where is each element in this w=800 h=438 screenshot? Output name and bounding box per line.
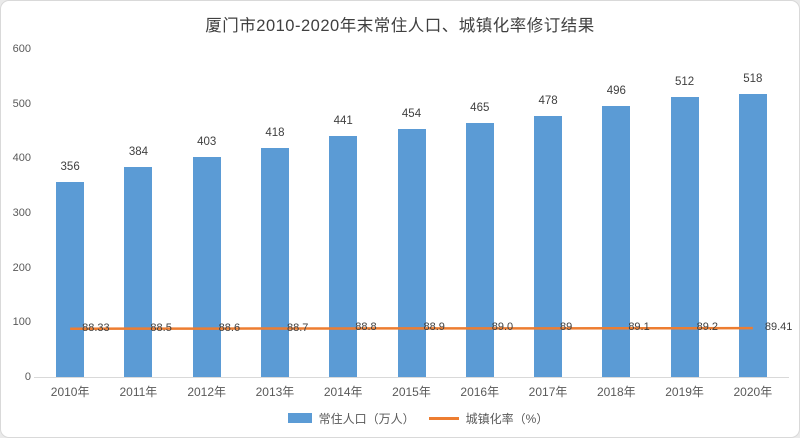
population-bar [192,156,221,377]
bar-value-label: 356 [60,161,80,174]
legend-label-urbanization: 城镇化率（%） [465,411,549,426]
line-value-label: 89 [560,321,573,334]
bar-value-label: 478 [538,94,558,107]
population-bar [260,148,289,377]
line-value-label: 88.7 [286,321,309,334]
bar-swatch-icon [287,413,312,423]
y-axis-label: 500 [12,97,31,110]
x-axis-label: 2010年 [50,385,90,399]
line-value-label: 88.5 [150,321,172,334]
line-value-label: 89.2 [696,321,718,334]
x-axis-label: 2017年 [528,385,568,399]
bar-value-label: 441 [333,114,353,127]
x-axis-label: 2011年 [119,385,158,399]
x-axis-label: 2018年 [596,385,636,399]
y-axis-label: 200 [12,261,31,274]
y-axis-label: 300 [12,207,31,219]
population-bar [124,167,153,377]
line-value-label: 88.6 [218,321,241,334]
line-value-label: 89.1 [628,321,650,334]
x-axis-label: 2014年 [323,385,363,399]
x-axis-label: 2019年 [665,385,704,399]
population-bar [602,105,631,377]
legend-item-urbanization: 城镇化率（%） [428,410,549,427]
y-axis-label: 0 [24,371,31,383]
line-value-label: 89.41 [764,321,793,334]
x-axis-line [34,377,789,378]
population-bar [397,128,426,377]
bar-value-label: 496 [606,84,626,97]
line-value-label: 88.9 [423,321,445,334]
x-axis-label: 2013年 [255,385,295,399]
bar-value-label: 384 [128,146,148,159]
y-axis-label: 400 [12,152,31,165]
x-axis-label: 2012年 [187,385,227,399]
legend: 常住人口（万人） 城镇化率（%） [19,406,799,430]
line-value-label: 88.33 [82,321,110,334]
x-axis-label: 2020年 [733,385,773,399]
bar-value-label: 518 [743,72,763,85]
chart-title: 厦门市2010-2020年末常住人口、城镇化率修订结果 [205,17,595,35]
x-axis-label: 2016年 [460,385,500,399]
bar-value-label: 512 [674,76,695,89]
y-axis-label: 100 [12,316,31,329]
population-bar [465,122,494,377]
bar-value-label: 418 [265,127,285,140]
population-bar [329,135,358,377]
x-axis-label: 2015年 [392,385,431,399]
legend-item-population: 常住人口（万人） [287,410,415,427]
line-value-label: 89.0 [491,321,514,334]
population-bar [670,97,699,377]
bar-value-label: 465 [470,101,490,114]
line-swatch-icon [428,416,459,420]
legend-label-population: 常住人口（万人） [318,411,415,426]
bar-value-label: 403 [197,135,217,148]
population-bar [56,182,85,377]
line-value-label: 88.8 [355,321,377,334]
y-axis-label: 600 [12,43,31,55]
population-bar [534,115,563,377]
bar-value-label: 454 [401,107,422,120]
population-bar [738,93,767,377]
